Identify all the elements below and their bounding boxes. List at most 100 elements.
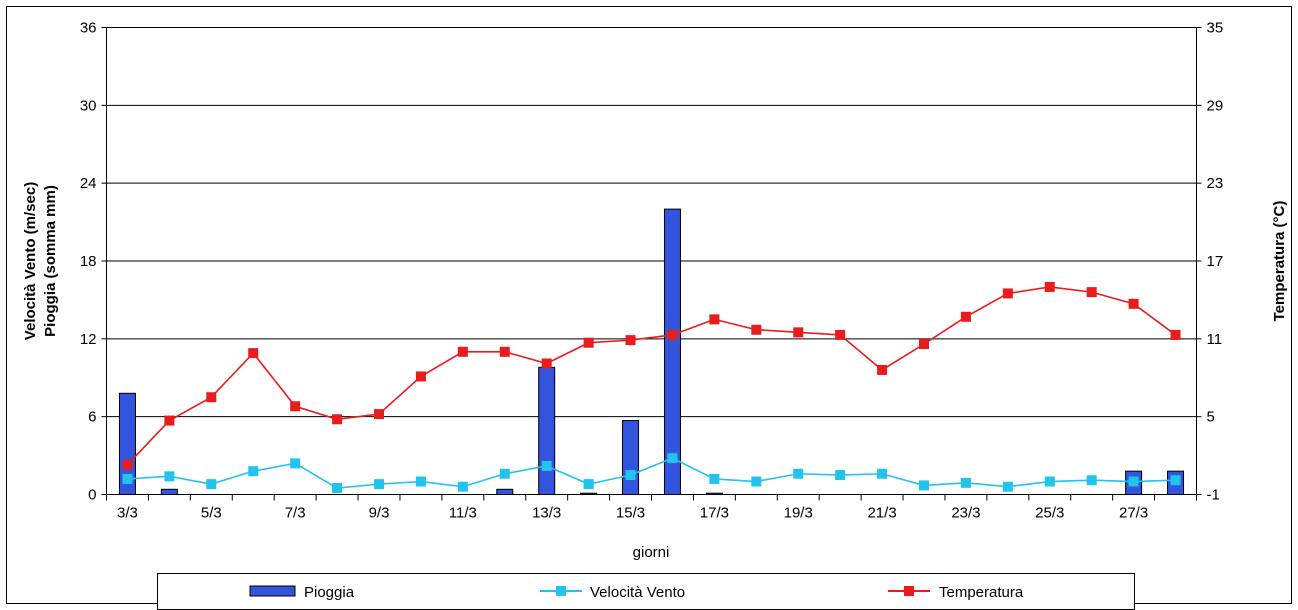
temperature-point bbox=[164, 415, 175, 426]
x-tick-label: 19/3 bbox=[784, 505, 813, 522]
y-left-tick-label: 30 bbox=[80, 97, 97, 114]
wind-point bbox=[751, 476, 762, 487]
legend-temp-label: Temperatura bbox=[939, 584, 1024, 601]
y-right-tick-label: 11 bbox=[1207, 331, 1223, 348]
y-right-tick-label: 23 bbox=[1207, 175, 1224, 192]
legend-wind-label: Velocità Vento bbox=[590, 584, 685, 601]
y-left-tick-label: 24 bbox=[80, 175, 97, 192]
y-right-tick-label: 17 bbox=[1207, 253, 1224, 270]
x-tick-label: 7/3 bbox=[285, 505, 306, 522]
temperature-point bbox=[457, 346, 468, 357]
temperature-point bbox=[206, 392, 217, 403]
temperature-point bbox=[960, 311, 971, 322]
x-tick-label: 9/3 bbox=[369, 505, 390, 522]
y-left-tick-label: 18 bbox=[80, 253, 97, 270]
x-tick-label: 13/3 bbox=[532, 505, 561, 522]
wind-point bbox=[625, 470, 636, 481]
wind-point bbox=[877, 468, 888, 479]
temperature-point bbox=[290, 401, 301, 412]
temperature-point bbox=[332, 414, 343, 425]
wind-point bbox=[248, 466, 259, 477]
temperature-point bbox=[1128, 298, 1139, 309]
wind-point bbox=[793, 468, 804, 479]
x-tick-label: 5/3 bbox=[201, 505, 222, 522]
y-right-tick-label: 29 bbox=[1207, 97, 1224, 114]
x-tick-label: 11/3 bbox=[449, 505, 477, 522]
wind-point bbox=[1170, 475, 1181, 486]
wind-point bbox=[1086, 475, 1097, 486]
y-left-tick-label: 36 bbox=[80, 20, 97, 37]
x-tick-label: 17/3 bbox=[700, 505, 729, 522]
wind-point bbox=[960, 477, 971, 488]
temperature-point bbox=[751, 324, 762, 335]
y-left-tick-label: 0 bbox=[88, 487, 96, 504]
rain-bar bbox=[538, 366, 556, 495]
wind-point bbox=[499, 468, 510, 479]
temperature-point bbox=[1002, 288, 1013, 299]
wind-point bbox=[1002, 481, 1013, 492]
legend-box bbox=[157, 573, 1135, 610]
wind-point bbox=[835, 470, 846, 481]
x-axis-title: giorni bbox=[633, 544, 670, 561]
temperature-point bbox=[122, 459, 133, 470]
wind-point bbox=[919, 480, 929, 491]
y-axis-title-left-2: Pioggia (somma mm) bbox=[42, 185, 59, 337]
rain-bar bbox=[663, 208, 681, 495]
temperature-point bbox=[499, 346, 510, 357]
wind-point bbox=[332, 483, 343, 494]
temperature-point bbox=[1086, 287, 1097, 298]
temperature-point bbox=[583, 337, 594, 348]
temperature-point bbox=[793, 327, 804, 338]
axis-ticks: 0 6 12 18 24 30 36 -1 5 11 17 23 29 35 3/3 5/3 7/3 9/3 11/… bbox=[80, 20, 1223, 522]
temperature-point bbox=[877, 364, 888, 375]
temperature-point bbox=[374, 409, 384, 420]
y-right-tick-label: 35 bbox=[1207, 20, 1224, 37]
temperature-point bbox=[625, 335, 636, 346]
y-left-tick-label: 6 bbox=[88, 409, 96, 426]
temperature-line bbox=[126, 286, 1177, 466]
legend: Pioggia Velocità Vento Temperatura bbox=[157, 573, 1135, 610]
temperature-point bbox=[667, 329, 678, 340]
rain-bar bbox=[580, 492, 598, 496]
wind-point bbox=[122, 473, 133, 484]
wind-point bbox=[583, 479, 594, 490]
wind-point bbox=[415, 476, 426, 487]
wind-point bbox=[206, 479, 217, 490]
temperature-point bbox=[541, 358, 552, 369]
y-axis-title-left-1: Velocità Vento (m/sec) bbox=[22, 182, 39, 340]
temperature-point bbox=[709, 314, 720, 325]
wind-point bbox=[709, 473, 720, 484]
temperature-point bbox=[835, 329, 846, 340]
y-axis-title-right: Temperatura (°C) bbox=[1271, 201, 1288, 322]
temperature-point bbox=[415, 371, 426, 382]
rain-bar bbox=[705, 492, 723, 496]
legend-wind-marker bbox=[556, 586, 566, 596]
y-left-tick-label: 12 bbox=[80, 331, 97, 348]
temperature-point bbox=[248, 348, 259, 359]
wind-point bbox=[667, 453, 678, 464]
rain-bar bbox=[622, 420, 640, 495]
legend-rain-swatch bbox=[249, 585, 296, 597]
wind-point bbox=[164, 471, 175, 482]
x-tick-label: 25/3 bbox=[1035, 505, 1064, 522]
temperature-point bbox=[919, 339, 929, 350]
x-tick-label: 21/3 bbox=[867, 505, 896, 522]
wind-point bbox=[290, 458, 301, 469]
wind-series bbox=[122, 453, 1181, 494]
y-right-tick-label: 5 bbox=[1207, 409, 1215, 426]
legend-rain-label: Pioggia bbox=[304, 584, 355, 601]
rain-bar bbox=[160, 488, 178, 495]
x-tick-label: 23/3 bbox=[951, 505, 980, 522]
wind-point bbox=[374, 479, 384, 490]
wind-point bbox=[457, 481, 468, 492]
wind-line bbox=[127, 457, 1176, 489]
gridlines bbox=[106, 104, 1197, 418]
temperature-series bbox=[122, 281, 1181, 470]
wind-point bbox=[1128, 476, 1139, 487]
x-tick-label: 27/3 bbox=[1119, 505, 1148, 522]
temperature-point bbox=[1044, 281, 1055, 292]
legend-temp-marker bbox=[904, 586, 914, 596]
rain-bar bbox=[496, 488, 514, 495]
wind-point bbox=[1044, 476, 1055, 487]
